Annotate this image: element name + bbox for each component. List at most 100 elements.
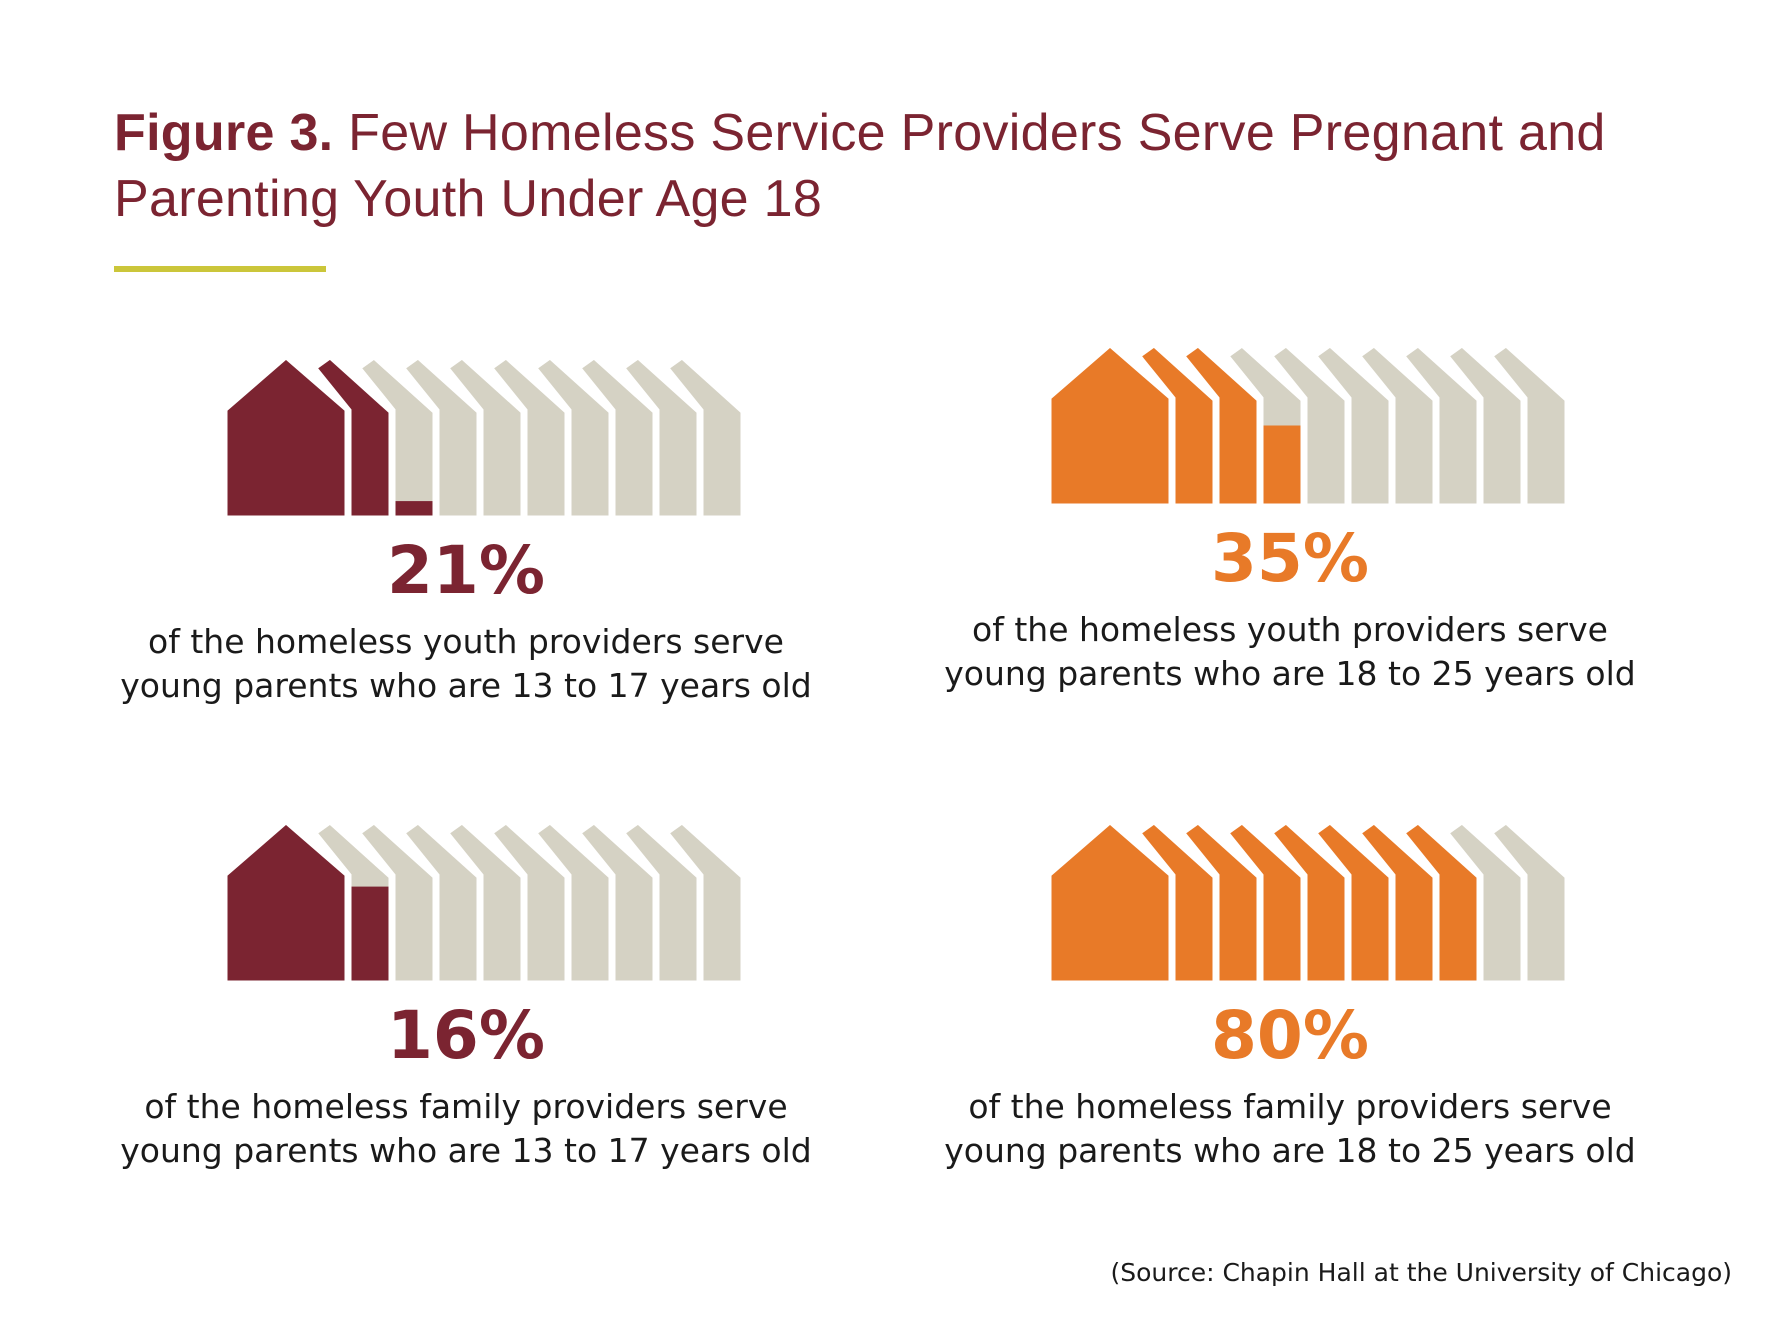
house-empty [1401, 344, 1480, 507]
house-empty [1445, 344, 1524, 507]
house-empty [1489, 821, 1568, 984]
house-empty [357, 821, 436, 984]
house-filled [1225, 821, 1304, 984]
description-line-2: young parents who are 13 to 17 years old [120, 666, 812, 705]
house-icon [1269, 821, 1348, 984]
house-filled [1313, 821, 1392, 984]
house-icon [445, 821, 524, 984]
house-icon [1445, 821, 1524, 984]
house-filled [1181, 344, 1260, 507]
house-icon [1313, 821, 1392, 984]
house-empty [665, 821, 744, 984]
house-icon [665, 356, 744, 519]
description-line-1: of the homeless youth providers serve [148, 622, 784, 661]
figure-title: Figure 3. Few Homeless Service Providers… [114, 100, 1674, 232]
description: of the homeless youth providers serve yo… [890, 608, 1690, 696]
house-filled [1137, 344, 1216, 507]
house-icon [445, 356, 524, 519]
house-pictograph [1050, 344, 1568, 507]
figure-number: Figure 3. [114, 104, 334, 162]
percent-value: 80% [1211, 997, 1369, 1074]
house-icon [665, 821, 744, 984]
house-icon [1137, 344, 1216, 507]
house-icon [1181, 821, 1260, 984]
house-icon [533, 356, 612, 519]
house-icon [1050, 344, 1172, 507]
house-pictograph [1050, 821, 1568, 984]
house-icon [1137, 821, 1216, 984]
figure-title-text: Few Homeless Service Providers Serve Pre… [114, 104, 1606, 228]
percent-value: 21% [387, 532, 545, 609]
house-empty [533, 821, 612, 984]
house-filled [313, 356, 392, 519]
house-icon [1269, 344, 1348, 507]
house-pictograph [226, 821, 744, 984]
house-icon [1401, 821, 1480, 984]
description: of the homeless family providers serve y… [66, 1085, 866, 1173]
house-filled [1357, 821, 1436, 984]
house-filled [1269, 821, 1348, 984]
house-empty [621, 821, 700, 984]
house-empty [577, 821, 656, 984]
house-icon [1445, 344, 1524, 507]
description: of the homeless family providers serve y… [890, 1085, 1690, 1173]
house-icon [533, 821, 612, 984]
pictograph-panel-youth-18-25: 35% of the homeless youth providers serv… [890, 340, 1690, 730]
house-icon [621, 821, 700, 984]
house-icon [226, 356, 348, 519]
house-icon [313, 356, 392, 519]
house-icon [1181, 344, 1260, 507]
percent-value: 16% [387, 997, 545, 1074]
house-filled [1137, 821, 1216, 984]
house-pictograph [226, 356, 744, 519]
house-empty [577, 356, 656, 519]
source-note: (Source: Chapin Hall at the University o… [1110, 1258, 1732, 1287]
house-empty [401, 821, 480, 984]
house-filled [1050, 344, 1172, 507]
house-icon [489, 821, 568, 984]
house-icon [357, 356, 436, 519]
house-icon [401, 356, 480, 519]
description-line-2: young parents who are 13 to 17 years old [120, 1131, 812, 1170]
house-empty [1357, 344, 1436, 507]
house-filled [226, 821, 348, 984]
description-line-1: of the homeless family providers serve [968, 1087, 1612, 1126]
house-empty [401, 356, 480, 519]
house-icon [1050, 821, 1172, 984]
house-icon [1357, 821, 1436, 984]
house-empty [489, 821, 568, 984]
house-filled [1401, 821, 1480, 984]
description-line-2: young parents who are 18 to 25 years old [944, 1131, 1636, 1170]
house-icon [1313, 344, 1392, 507]
house-empty [1489, 344, 1568, 507]
house-icon [577, 356, 656, 519]
house-filled [1050, 821, 1172, 984]
house-empty [445, 821, 524, 984]
pictograph-panel-family-13-17: 16% of the homeless family providers ser… [66, 817, 866, 1207]
house-icon [1225, 821, 1304, 984]
house-icon [1401, 344, 1480, 507]
house-empty [1445, 821, 1524, 984]
house-icon [1489, 344, 1568, 507]
house-icon [1357, 344, 1436, 507]
house-empty [621, 356, 700, 519]
pictograph-panel-family-18-25: 80% of the homeless family providers ser… [890, 817, 1690, 1207]
house-filled [226, 356, 348, 519]
description-line-2: young parents who are 18 to 25 years old [944, 654, 1636, 693]
description-line-1: of the homeless youth providers serve [972, 610, 1608, 649]
house-icon [357, 821, 436, 984]
house-empty [665, 356, 744, 519]
house-empty [1269, 344, 1348, 507]
house-empty [533, 356, 612, 519]
pictograph-panel-youth-13-17: 21% of the homeless youth providers serv… [66, 352, 866, 742]
house-empty [445, 356, 524, 519]
house-icon [226, 821, 348, 984]
description: of the homeless youth providers serve yo… [66, 620, 866, 708]
description-line-1: of the homeless family providers serve [144, 1087, 788, 1126]
house-empty [489, 356, 568, 519]
house-icon [401, 821, 480, 984]
house-filled [1181, 821, 1260, 984]
house-icon [489, 356, 568, 519]
house-icon [621, 356, 700, 519]
title-underline [114, 266, 326, 272]
